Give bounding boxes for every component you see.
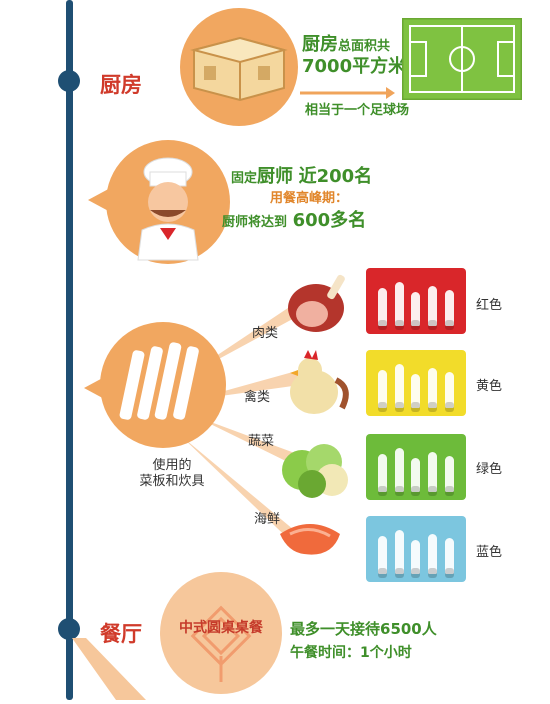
color-card-green [366, 434, 466, 500]
chef-fixed-word: 厨师 [257, 166, 294, 187]
spatula-icon [394, 530, 404, 578]
ladle-icon [377, 370, 387, 412]
chef-peak-label: 用餐高峰期： [270, 191, 349, 206]
knife-icon [411, 292, 421, 330]
football-field-icon [400, 16, 524, 102]
chef-fixed-line: 固定厨师 近200名 [231, 166, 372, 188]
color-label-yellow: 黄色 [476, 379, 503, 394]
ham-icon [282, 268, 356, 338]
board-caption-line2: 菜板和炊具 [139, 473, 205, 489]
kitchen-equivalent: 相当于一个足球场 [305, 103, 410, 118]
knife-icon [411, 374, 421, 412]
chef-icon [137, 157, 199, 261]
chicken-icon [282, 348, 354, 420]
timeline-dot-kitchen [58, 70, 80, 92]
knife-icon [445, 290, 455, 330]
chef-peak-value: 600多名 [292, 210, 367, 231]
kitchen-area-prefix: 厨房 [302, 34, 338, 55]
chef-peak-prefix: 厨师将达到 [222, 215, 288, 230]
restaurant-capacity: 最多一天接待6500人 [290, 620, 437, 638]
color-label-green: 绿色 [476, 462, 503, 477]
restaurant-style: 中式圆桌桌餐 [179, 620, 263, 636]
equivalent-arrow [300, 84, 395, 99]
spatula-icon [394, 448, 404, 496]
ladle-icon [377, 288, 387, 330]
knife-icon [445, 538, 455, 578]
chef-fixed-prefix: 固定 [231, 171, 258, 186]
kitchen-area-value: 7000平方米 [302, 56, 407, 77]
knife-icon [445, 456, 455, 496]
color-card-blue [366, 516, 466, 582]
section-title-restaurant: 餐厅 [100, 622, 142, 646]
kitchen-area-caption: 总面积共 [338, 39, 391, 54]
board-caption-line1: 使用的 [152, 458, 192, 473]
chinese-knot-icon [190, 605, 252, 682]
spatula-icon [394, 364, 404, 412]
food-label-vegetable: 蔬菜 [248, 434, 275, 449]
board-bubble [100, 322, 226, 448]
color-card-red [366, 268, 466, 334]
food-label-seafood: 海鲜 [254, 512, 281, 527]
knife-icon [428, 452, 438, 496]
knife-icon [411, 458, 421, 496]
chef-bubble [106, 140, 230, 264]
kitchen-bubble [180, 8, 298, 126]
shrimp-icon [270, 514, 354, 564]
knife-icon [428, 368, 438, 412]
knife-set-icon [119, 342, 199, 420]
knife-icon [445, 372, 455, 412]
knife-icon [411, 540, 421, 578]
vegetable-icon [278, 432, 354, 502]
knife-icon [428, 286, 438, 330]
restaurant-ray [66, 638, 146, 700]
ladle-icon [377, 536, 387, 578]
board-caption: 使用的 菜板和炊具 [138, 458, 206, 489]
timeline-dot-restaurant [58, 618, 80, 640]
chef-fixed-value: 近200名 [298, 166, 373, 187]
kitchen-area-text: 厨房总面积共 [302, 34, 390, 56]
food-label-meat: 肉类 [252, 326, 279, 341]
restaurant-bubble [160, 572, 282, 694]
food-label-poultry: 禽类 [244, 390, 271, 405]
section-title-kitchen: 厨房 [100, 73, 142, 97]
kitchen-building-icon [190, 36, 288, 102]
ladle-icon [377, 454, 387, 496]
color-card-yellow [366, 350, 466, 416]
color-label-blue: 蓝色 [476, 545, 503, 560]
knife-icon [428, 534, 438, 578]
spatula-icon [394, 282, 404, 330]
restaurant-lunch: 午餐时间：1个小时 [290, 645, 412, 661]
chef-peak-line: 厨师将达到 600多名 [222, 210, 366, 232]
timeline-line [66, 0, 73, 700]
color-label-red: 红色 [476, 298, 503, 313]
